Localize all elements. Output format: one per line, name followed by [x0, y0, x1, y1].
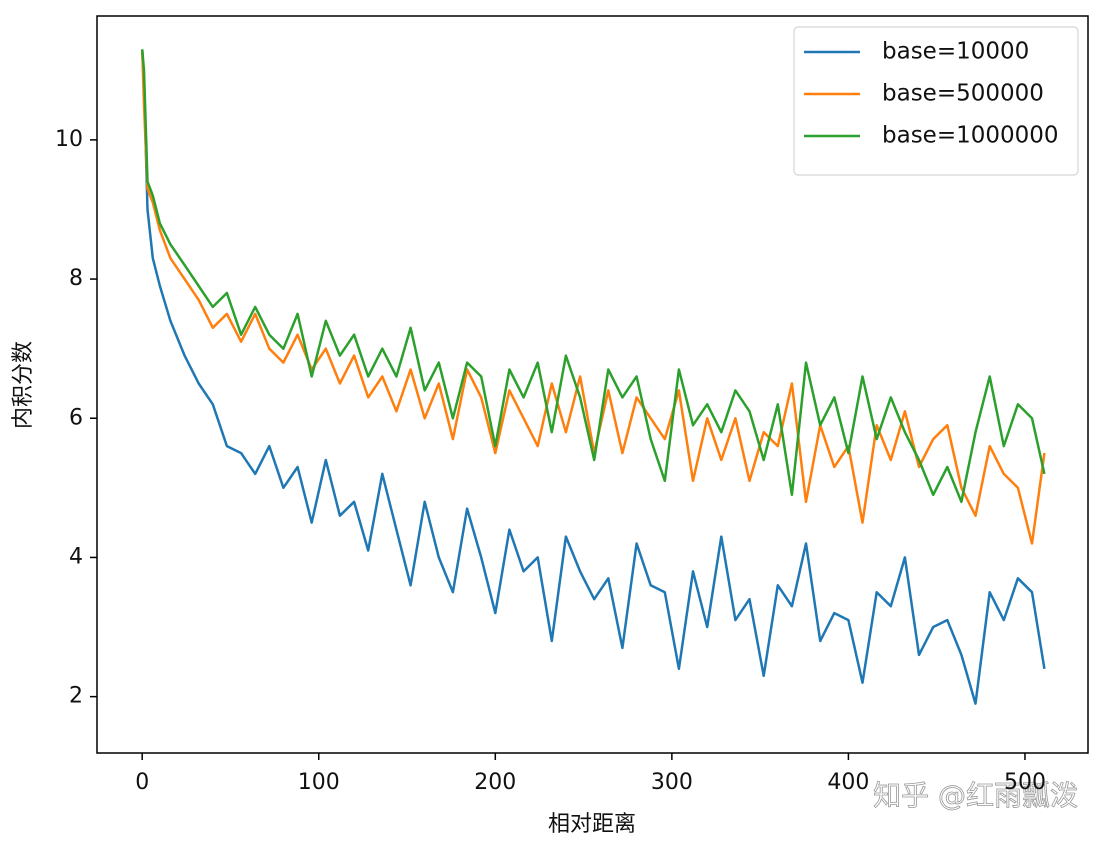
y-tick-label: 8: [69, 266, 83, 291]
x-tick-label: 100: [298, 770, 340, 795]
x-tick-label: 400: [827, 770, 869, 795]
y-tick-label: 10: [55, 127, 83, 152]
legend-box: [793, 26, 1079, 176]
x-tick-label: 0: [135, 770, 149, 795]
y-axis-label: 内积分数: [11, 341, 36, 429]
legend-label: base=500000: [882, 81, 1044, 107]
legend-label: base=1000000: [882, 123, 1059, 149]
x-tick-label: 300: [651, 770, 693, 795]
legend-label: base=10000: [882, 39, 1029, 65]
y-tick-label: 4: [69, 544, 83, 569]
watermark: 知乎 @红雨瓢泼: [873, 779, 1078, 812]
series-line: [140, 49, 1046, 705]
x-tick-label: 200: [474, 770, 516, 795]
y-tick-label: 6: [69, 405, 83, 430]
series-line: [140, 49, 1046, 545]
x-tick-label: 500: [1004, 770, 1046, 795]
y-tick-label: 2: [69, 684, 83, 709]
series-line: [140, 49, 1046, 504]
x-axis-label: 相对距离: [548, 812, 636, 837]
